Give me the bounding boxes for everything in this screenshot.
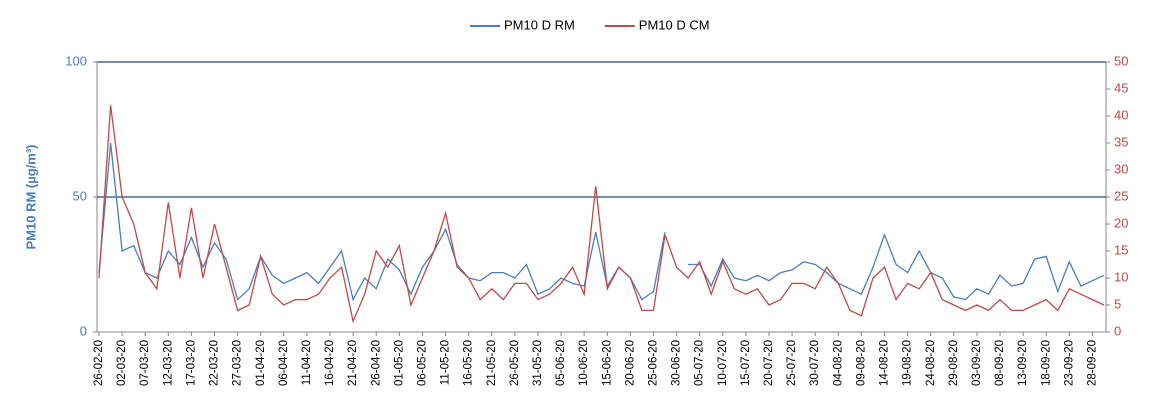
legend-label: PM10 D CM [639, 17, 710, 32]
x-tick-label: 25-06-20 [648, 340, 660, 386]
x-tick-label: 07-03-20 [139, 340, 151, 386]
x-tick-label: 30-07-20 [809, 340, 821, 386]
x-tick-label: 15-07-20 [740, 340, 752, 386]
x-tick-label: 11-04-20 [301, 340, 313, 385]
y2-tick-label: 15 [1114, 242, 1128, 257]
x-tick-label: 04-08-20 [832, 340, 844, 386]
y2-tick-label: 0 [1114, 323, 1121, 338]
y2-tick-label: 25 [1114, 188, 1128, 203]
x-tick-label: 31-05-20 [532, 340, 544, 386]
x-tick-label: 10-07-20 [717, 340, 729, 386]
x-tick-label: 18-09-20 [1040, 340, 1052, 386]
x-tick-label: 11-05-20 [440, 340, 452, 385]
x-tick-label: 03-09-20 [971, 340, 983, 386]
x-tick-label: 19-08-20 [902, 340, 914, 386]
x-tick-label: 05-06-20 [555, 340, 567, 386]
x-tick-label: 21-05-20 [486, 340, 498, 386]
y-tick-label: 0 [80, 323, 87, 338]
x-tick-label: 05-07-20 [694, 340, 706, 386]
x-tick-label: 24-08-20 [925, 340, 937, 386]
line-series [98, 142, 1105, 302]
x-tick-label: 01-04-20 [255, 340, 267, 386]
y-axis-label: PM10 RM (µg/m³) [23, 145, 38, 250]
x-tick-label: 20-06-20 [624, 340, 636, 386]
x-tick-label: 12-03-20 [162, 340, 174, 386]
x-tick-label: 26-04-20 [370, 340, 382, 386]
x-tick-label: 21-04-20 [347, 340, 359, 386]
y2-tick-label: 50 [1114, 53, 1128, 68]
line-series [98, 105, 1105, 324]
x-tick-label: 02-03-20 [116, 340, 128, 386]
x-tick-label: 14-08-20 [879, 340, 891, 386]
x-tick-label: 26-02-20 [93, 340, 105, 386]
x-tick-label: 08-09-20 [994, 340, 1006, 386]
y2-tick-label: 45 [1114, 80, 1128, 95]
x-tick-label: 22-03-20 [209, 340, 221, 386]
y2-tick-label: 30 [1114, 161, 1128, 176]
x-tick-label: 30-06-20 [671, 340, 683, 386]
y-tick-label: 50 [73, 188, 87, 203]
x-tick-label: 10-06-20 [578, 340, 590, 386]
y-tick-label: 100 [65, 53, 87, 68]
x-tick-label: 01-05-20 [393, 340, 405, 386]
legend-label: PM10 D RM [504, 17, 575, 32]
x-tick-label: 09-08-20 [855, 340, 867, 386]
y2-tick-label: 20 [1114, 215, 1128, 230]
x-tick-label: 26-05-20 [509, 340, 521, 386]
y2-tick-label: 5 [1114, 296, 1121, 311]
y2-tick-label: 35 [1114, 134, 1128, 149]
x-tick-label: 06-05-20 [416, 340, 428, 386]
x-tick-label: 15-06-20 [601, 340, 613, 386]
y2-tick-label: 10 [1114, 269, 1128, 284]
x-tick-label: 13-09-20 [1017, 340, 1029, 386]
x-tick-label: 25-07-20 [786, 340, 798, 386]
x-tick-label: 29-08-20 [948, 340, 960, 386]
x-tick-label: 16-05-20 [463, 340, 475, 386]
x-tick-label: 27-03-20 [232, 340, 244, 386]
x-tick-label: 16-04-20 [324, 340, 336, 386]
x-tick-label: 23-09-20 [1063, 340, 1075, 386]
y2-tick-label: 40 [1114, 107, 1128, 122]
x-tick-label: 06-04-20 [278, 340, 290, 386]
x-tick-label: 28-09-20 [1086, 340, 1098, 386]
x-tick-label: 17-03-20 [185, 340, 197, 386]
x-tick-label: 20-07-20 [763, 340, 775, 386]
